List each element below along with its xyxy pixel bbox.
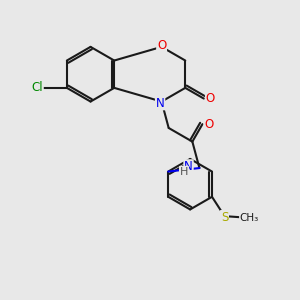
Text: O: O — [204, 118, 214, 130]
Text: H: H — [180, 167, 188, 177]
Text: N: N — [184, 160, 193, 173]
Text: O: O — [157, 39, 166, 52]
Text: O: O — [206, 92, 215, 105]
Text: Cl: Cl — [31, 81, 43, 94]
Text: S: S — [221, 211, 228, 224]
Text: N: N — [156, 97, 164, 110]
Text: CH₃: CH₃ — [240, 213, 259, 223]
